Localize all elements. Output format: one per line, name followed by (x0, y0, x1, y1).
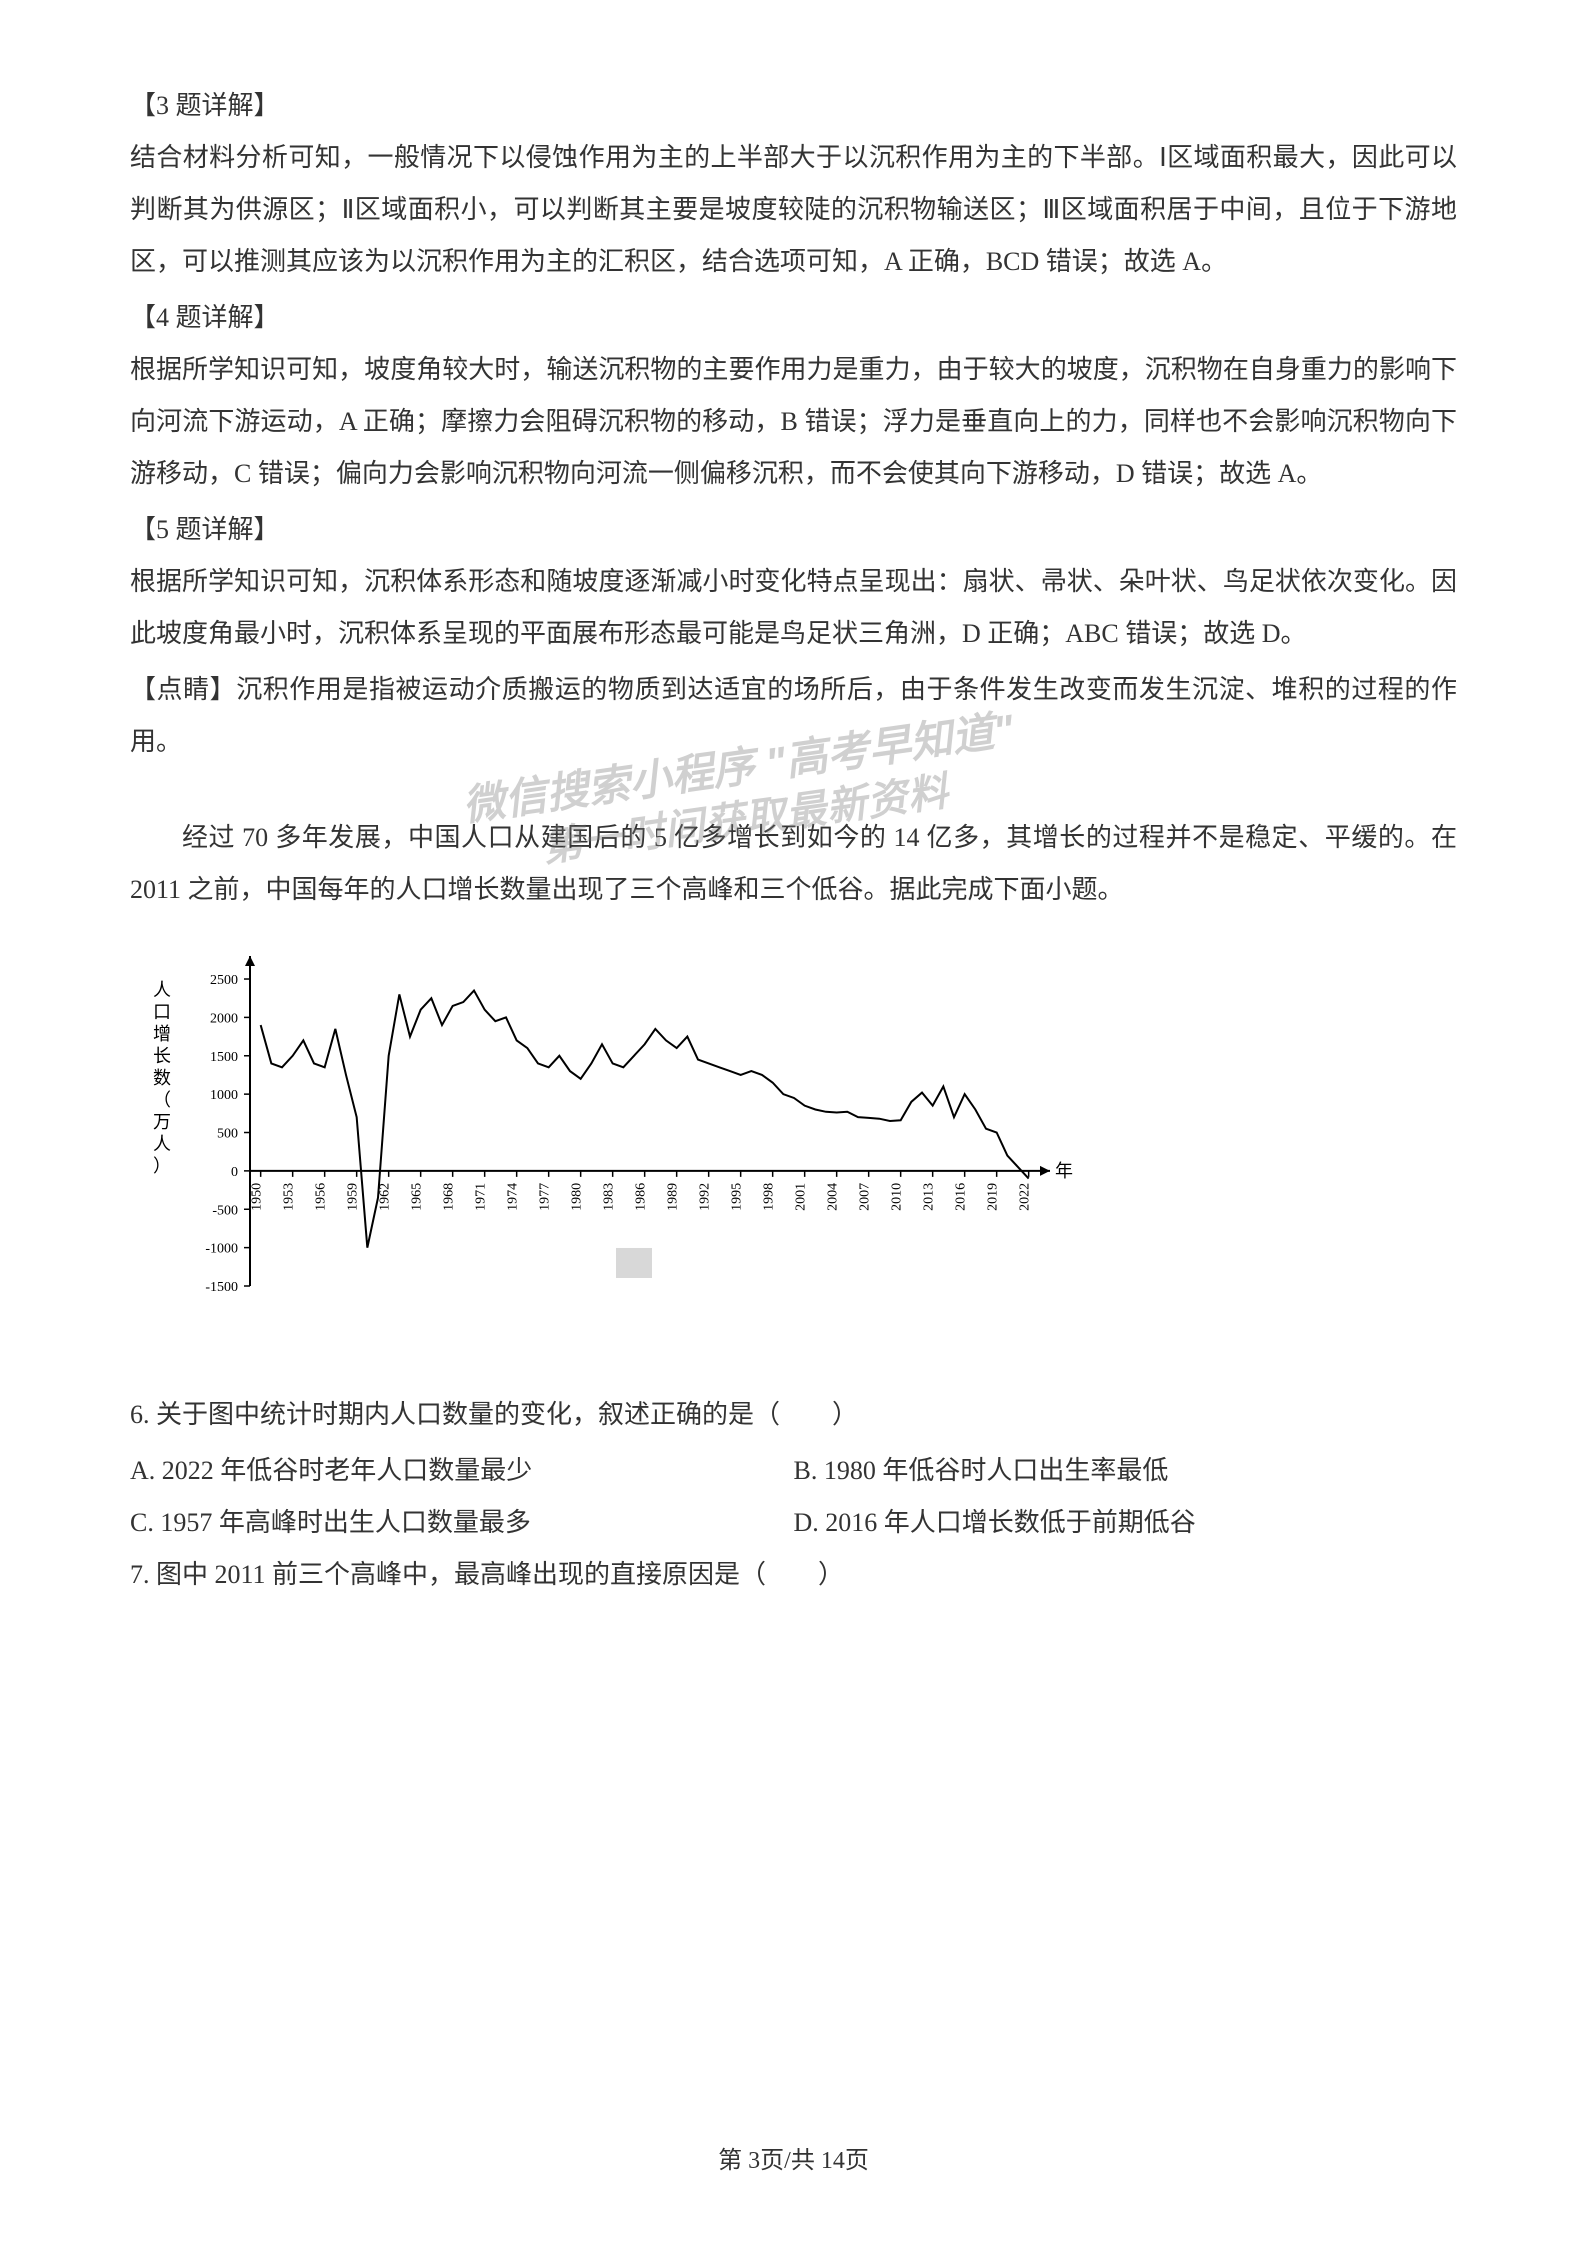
svg-text:1977: 1977 (538, 1183, 553, 1211)
svg-text:2019: 2019 (986, 1183, 1001, 1211)
q3-body: 结合材料分析可知，一般情况下以侵蚀作用为主的上半部大于以沉积作用为主的下半部。Ⅰ… (130, 132, 1457, 288)
q6-opt-d: D. 2016 年人口增长数低于前期低谷 (794, 1497, 1458, 1549)
svg-text:数: 数 (153, 1068, 171, 1088)
q6-options: A. 2022 年低谷时老年人口数量最少 B. 1980 年低谷时人口出生率最低… (130, 1445, 1457, 1549)
q6-opt-c: C. 1957 年高峰时出生人口数量最多 (130, 1497, 794, 1549)
q7-stem: 7. 图中 2011 前三个高峰中，最高峰出现的直接原因是（ ） (130, 1549, 1457, 1601)
svg-text:1980: 1980 (570, 1183, 585, 1211)
page-footer: 第 3页/共 14页 (0, 2140, 1587, 2175)
svg-text:口: 口 (153, 1002, 171, 1022)
svg-text:-1000: -1000 (205, 1242, 238, 1257)
svg-text:年: 年 (1055, 1161, 1073, 1181)
svg-text:2500: 2500 (210, 973, 238, 988)
svg-text:1950: 1950 (250, 1183, 265, 1211)
svg-text:2013: 2013 (922, 1183, 937, 1211)
svg-text:1986: 1986 (634, 1183, 649, 1211)
svg-text:2010: 2010 (890, 1183, 905, 1211)
chart-svg: -1500 -1000 -500 0 500 1000 1500 2000 2500 1950 19… (130, 936, 1110, 1366)
svg-text:2016: 2016 (954, 1183, 969, 1211)
svg-text:1983: 1983 (602, 1183, 617, 1211)
svg-text:1974: 1974 (506, 1183, 521, 1211)
page-content: 【3 题详解】 结合材料分析可知，一般情况下以侵蚀作用为主的上半部大于以沉积作用… (0, 0, 1587, 1665)
q4-head: 【4 题详解】 (130, 292, 1457, 344)
svg-text:2022: 2022 (1018, 1183, 1033, 1211)
q5-body: 根据所学知识可知，沉积体系形态和随坡度逐渐减小时变化特点呈现出：扇状、帚状、朵叶… (130, 556, 1457, 660)
svg-text:1953: 1953 (282, 1183, 297, 1211)
svg-text:-1500: -1500 (205, 1280, 238, 1295)
tip-para: 【点睛】沉积作用是指被运动介质搬运的物质到达适宜的场所后，由于条件发生改变而发生… (130, 664, 1457, 768)
population-chart: -1500 -1000 -500 0 500 1000 1500 2000 2500 1950 19… (130, 936, 1457, 1371)
svg-text:1956: 1956 (314, 1183, 329, 1211)
svg-text:1959: 1959 (346, 1183, 361, 1211)
watermark-region: 微信搜索小程序 "高考早知道" 第一时间获取最新资料 (130, 772, 1457, 812)
tip-body: 沉积作用是指被运动介质搬运的物质到达适宜的场所后，由于条件发生改变而发生沉淀、堆… (130, 675, 1457, 756)
svg-text:1500: 1500 (210, 1050, 238, 1065)
svg-text:万: 万 (153, 1112, 171, 1132)
svg-text:0: 0 (231, 1165, 238, 1180)
svg-text:1992: 1992 (698, 1183, 713, 1211)
svg-text:1962: 1962 (378, 1183, 393, 1211)
passage-p1: 经过 70 多年发展，中国人口从建国后的 5 亿多增长到如今的 14 亿多，其增… (130, 812, 1457, 916)
svg-text:1965: 1965 (410, 1183, 425, 1211)
svg-text:长: 长 (153, 1046, 171, 1066)
svg-text:2004: 2004 (826, 1183, 841, 1211)
svg-text:500: 500 (217, 1127, 238, 1142)
svg-text:1995: 1995 (730, 1183, 745, 1211)
q4-body: 根据所学知识可知，坡度角较大时，输送沉积物的主要作用力是重力，由于较大的坡度，沉… (130, 344, 1457, 500)
svg-text:1989: 1989 (666, 1183, 681, 1211)
svg-text:1998: 1998 (762, 1183, 777, 1211)
q5-head: 【5 题详解】 (130, 504, 1457, 556)
svg-text:2007: 2007 (858, 1183, 873, 1211)
q6-stem: 6. 关于图中统计时期内人口数量的变化，叙述正确的是（ ） (130, 1389, 1457, 1441)
svg-text:1000: 1000 (210, 1088, 238, 1103)
svg-text:人: 人 (153, 1134, 171, 1154)
svg-text:（: （ (153, 1090, 171, 1110)
q3-head: 【3 题详解】 (130, 80, 1457, 132)
svg-text:-500: -500 (212, 1203, 238, 1218)
svg-text:）: ） (153, 1156, 171, 1176)
q6-opt-b: B. 1980 年低谷时人口出生率最低 (794, 1445, 1458, 1497)
svg-text:增: 增 (153, 1024, 171, 1044)
tip-head: 【点睛】 (130, 675, 236, 704)
svg-text:1971: 1971 (474, 1183, 489, 1211)
svg-text:1968: 1968 (442, 1183, 457, 1211)
q6-opt-a: A. 2022 年低谷时老年人口数量最少 (130, 1445, 794, 1497)
svg-text:人: 人 (153, 980, 171, 1000)
svg-text:2000: 2000 (210, 1011, 238, 1026)
svg-text:2001: 2001 (794, 1183, 809, 1211)
